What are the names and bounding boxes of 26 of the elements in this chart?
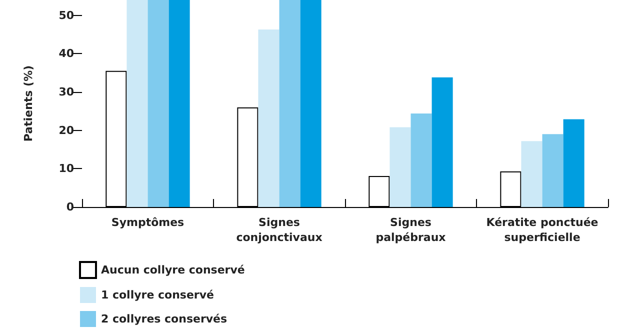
bar <box>563 119 584 207</box>
bar <box>126 0 148 207</box>
bar <box>279 0 300 207</box>
legend-label: Aucun collyre conservé <box>101 264 245 276</box>
bar <box>521 141 542 207</box>
y-tick-label: 0 <box>66 200 74 214</box>
bar <box>258 30 280 207</box>
legend-label: 2 collyres conservés <box>101 312 228 326</box>
y-tick-label: 10 <box>58 162 74 176</box>
bar <box>410 113 432 207</box>
legend-label: 1 collyre conservé <box>101 288 214 302</box>
x-tick-label: Kératite ponctuée superficielle <box>486 216 598 244</box>
y-tick-label: 40 <box>58 47 74 60</box>
y-tick-label: 30 <box>58 86 74 98</box>
x-tick-label: Signes conjonctivaux <box>236 216 322 244</box>
bar <box>148 0 169 207</box>
y-axis-title: Patients (%) <box>22 65 35 142</box>
x-tick-label: Symptômes <box>111 216 185 229</box>
y-tick-label: 20 <box>58 124 74 137</box>
bar <box>390 127 411 207</box>
bar <box>542 134 564 207</box>
bar <box>432 77 453 207</box>
bar <box>300 0 322 207</box>
y-tick-label: 50 <box>58 8 74 22</box>
x-tick-label: Signes palpébraux <box>376 216 446 244</box>
bar <box>168 0 190 207</box>
